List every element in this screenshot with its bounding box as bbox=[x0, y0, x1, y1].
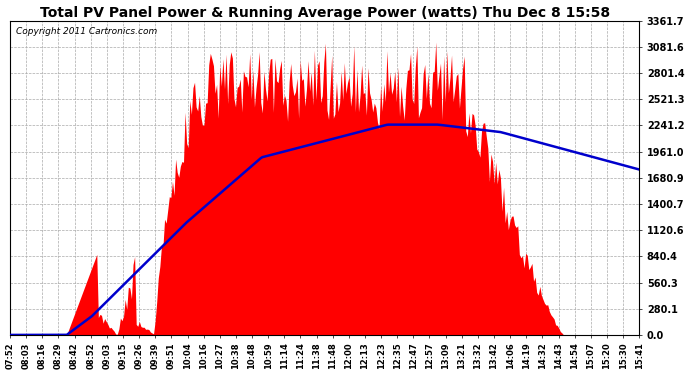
Text: Copyright 2011 Cartronics.com: Copyright 2011 Cartronics.com bbox=[17, 27, 157, 36]
Title: Total PV Panel Power & Running Average Power (watts) Thu Dec 8 15:58: Total PV Panel Power & Running Average P… bbox=[39, 6, 610, 20]
